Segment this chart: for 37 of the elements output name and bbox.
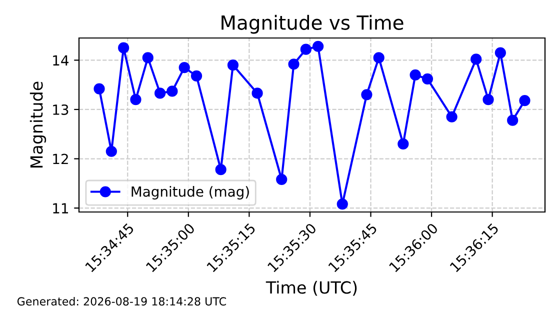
point	[507, 114, 518, 126]
point	[118, 42, 130, 54]
y-tick-label: 12	[53, 154, 68, 164]
point	[252, 88, 263, 99]
point	[300, 44, 312, 55]
chart-title: Magnitude vs Time	[222, 14, 404, 34]
point	[142, 52, 154, 64]
point	[227, 60, 239, 71]
point	[470, 54, 482, 65]
point	[410, 69, 421, 81]
point	[154, 88, 166, 99]
point	[190, 70, 202, 82]
x-axis-title: Time (UTC)	[266, 280, 357, 296]
point	[166, 86, 178, 97]
point	[398, 138, 409, 150]
point	[373, 52, 384, 64]
legend-label: Magnitude (mag)	[132, 186, 249, 200]
point	[130, 94, 142, 106]
y-tick-label: 14	[53, 55, 68, 66]
point	[519, 95, 530, 106]
point	[178, 62, 190, 74]
point	[482, 94, 494, 106]
point	[336, 198, 348, 210]
point	[446, 111, 458, 122]
y-tick-label: 13	[53, 104, 68, 115]
y-tick-label: 11	[53, 203, 68, 214]
point	[215, 164, 226, 176]
point	[361, 89, 372, 100]
point	[422, 73, 434, 84]
point	[288, 58, 300, 70]
point	[494, 47, 506, 58]
y-axis-title: Magnitude	[30, 82, 46, 168]
text: Generated: 2026-08-19 18:14:28 UTC	[17, 296, 226, 306]
point	[276, 174, 288, 186]
point	[106, 146, 117, 157]
point	[312, 40, 324, 52]
point	[94, 83, 105, 94]
